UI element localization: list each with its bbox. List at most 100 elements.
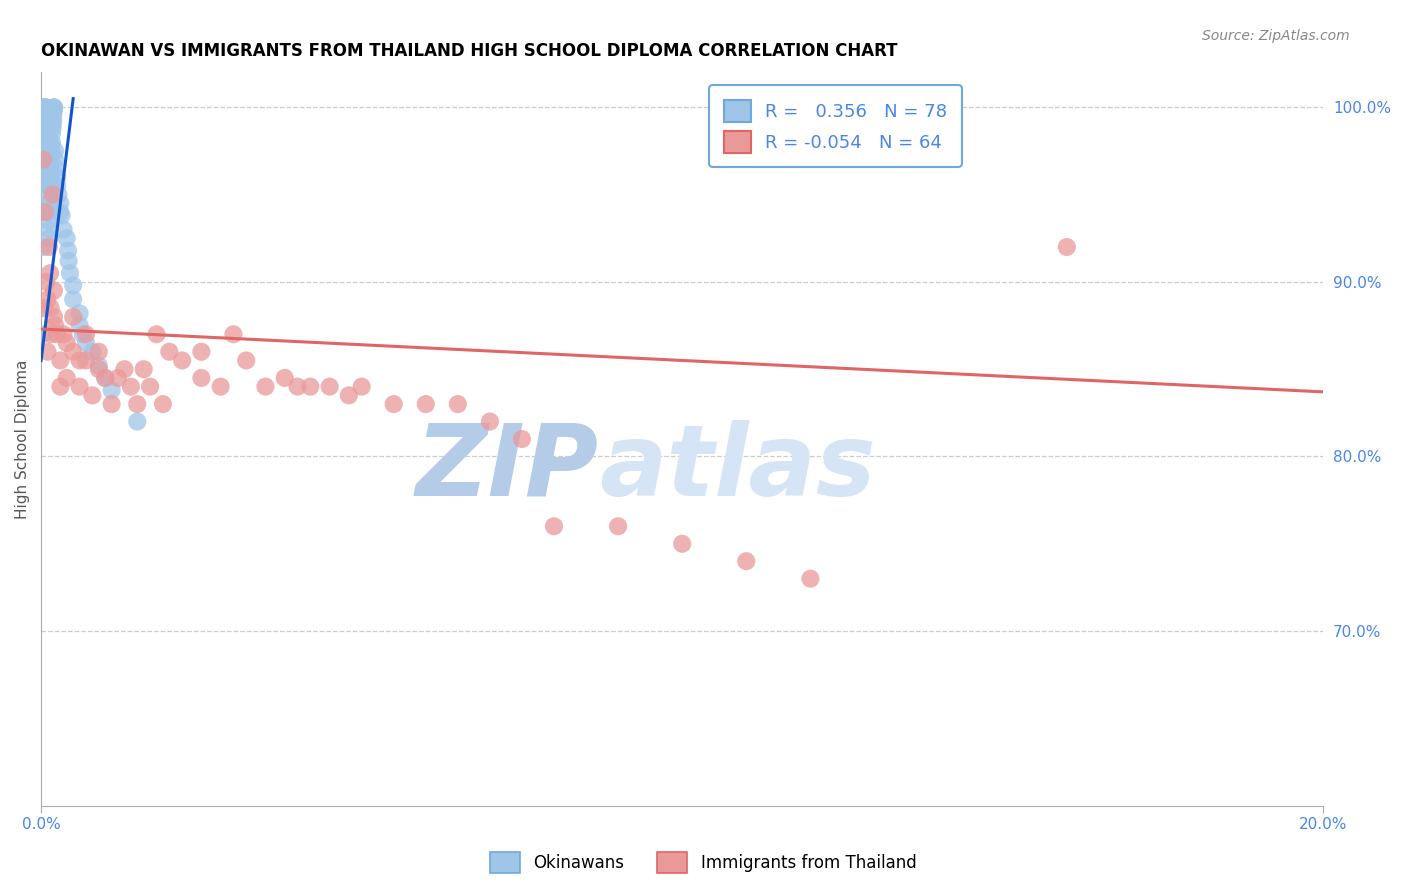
- Point: [37, 153, 59, 167]
- Point: [607, 519, 630, 533]
- Point: [107, 371, 129, 385]
- Point: [62, 278, 84, 293]
- Point: [38, 231, 60, 245]
- Point: [87, 362, 110, 376]
- Point: [41, 127, 63, 141]
- Point: [75, 353, 97, 368]
- Y-axis label: High School Diploma: High School Diploma: [15, 359, 30, 519]
- Point: [34, 301, 56, 315]
- Point: [37, 161, 59, 176]
- Point: [39, 149, 62, 163]
- Point: [94, 371, 117, 385]
- Legend: R =   0.356   N = 78, R = -0.054   N = 64: R = 0.356 N = 78, R = -0.054 N = 64: [709, 85, 962, 167]
- Point: [132, 362, 155, 376]
- Point: [34, 100, 56, 114]
- Point: [127, 397, 149, 411]
- Point: [32, 205, 55, 219]
- Point: [59, 266, 82, 280]
- Point: [34, 205, 56, 219]
- Point: [190, 371, 212, 385]
- Point: [37, 178, 59, 193]
- Point: [82, 344, 104, 359]
- Point: [127, 415, 149, 429]
- Point: [56, 244, 79, 258]
- Point: [39, 161, 62, 176]
- Point: [34, 103, 56, 118]
- Point: [87, 344, 110, 359]
- Point: [671, 537, 693, 551]
- Point: [35, 135, 58, 149]
- Point: [42, 100, 65, 114]
- Point: [62, 344, 84, 359]
- Point: [35, 125, 58, 139]
- Point: [69, 379, 91, 393]
- Point: [38, 196, 60, 211]
- Point: [44, 318, 66, 333]
- Point: [799, 572, 821, 586]
- Point: [45, 161, 67, 176]
- Point: [34, 100, 56, 114]
- Point: [415, 397, 437, 411]
- Point: [94, 371, 117, 385]
- Point: [145, 327, 167, 342]
- Point: [34, 109, 56, 123]
- Point: [34, 107, 56, 121]
- Point: [49, 196, 72, 211]
- Point: [34, 127, 56, 141]
- Point: [39, 178, 62, 193]
- Point: [87, 359, 110, 373]
- Point: [39, 327, 62, 342]
- Point: [235, 353, 257, 368]
- Point: [447, 397, 470, 411]
- Point: [35, 109, 58, 123]
- Point: [41, 121, 63, 136]
- Point: [48, 187, 70, 202]
- Point: [58, 254, 80, 268]
- Point: [49, 353, 72, 368]
- Point: [49, 205, 72, 219]
- Point: [139, 379, 162, 393]
- Point: [37, 187, 59, 202]
- Point: [42, 100, 65, 114]
- Point: [157, 344, 180, 359]
- Point: [44, 153, 66, 167]
- Point: [100, 397, 122, 411]
- Point: [46, 178, 69, 193]
- Point: [32, 153, 55, 167]
- Text: atlas: atlas: [599, 420, 876, 516]
- Point: [32, 170, 55, 185]
- Point: [34, 121, 56, 136]
- Point: [32, 144, 55, 158]
- Point: [735, 554, 758, 568]
- Point: [41, 138, 63, 153]
- Point: [35, 130, 58, 145]
- Point: [34, 100, 56, 114]
- Point: [39, 301, 62, 315]
- Point: [69, 306, 91, 320]
- Point: [209, 379, 232, 393]
- Point: [337, 388, 360, 402]
- Point: [37, 344, 59, 359]
- Point: [478, 415, 501, 429]
- Point: [69, 353, 91, 368]
- Point: [543, 519, 565, 533]
- Text: ZIP: ZIP: [416, 420, 599, 516]
- Point: [38, 222, 60, 236]
- Point: [172, 353, 194, 368]
- Text: Source: ZipAtlas.com: Source: ZipAtlas.com: [1202, 29, 1350, 43]
- Point: [38, 240, 60, 254]
- Point: [31, 327, 53, 342]
- Point: [120, 379, 142, 393]
- Point: [222, 327, 245, 342]
- Point: [38, 205, 60, 219]
- Point: [35, 275, 58, 289]
- Point: [52, 327, 75, 342]
- Point: [254, 379, 277, 393]
- Point: [274, 371, 297, 385]
- Point: [152, 397, 174, 411]
- Point: [49, 379, 72, 393]
- Point: [41, 144, 63, 158]
- Legend: Okinawans, Immigrants from Thailand: Okinawans, Immigrants from Thailand: [482, 846, 924, 880]
- Point: [1056, 240, 1078, 254]
- Point: [41, 187, 63, 202]
